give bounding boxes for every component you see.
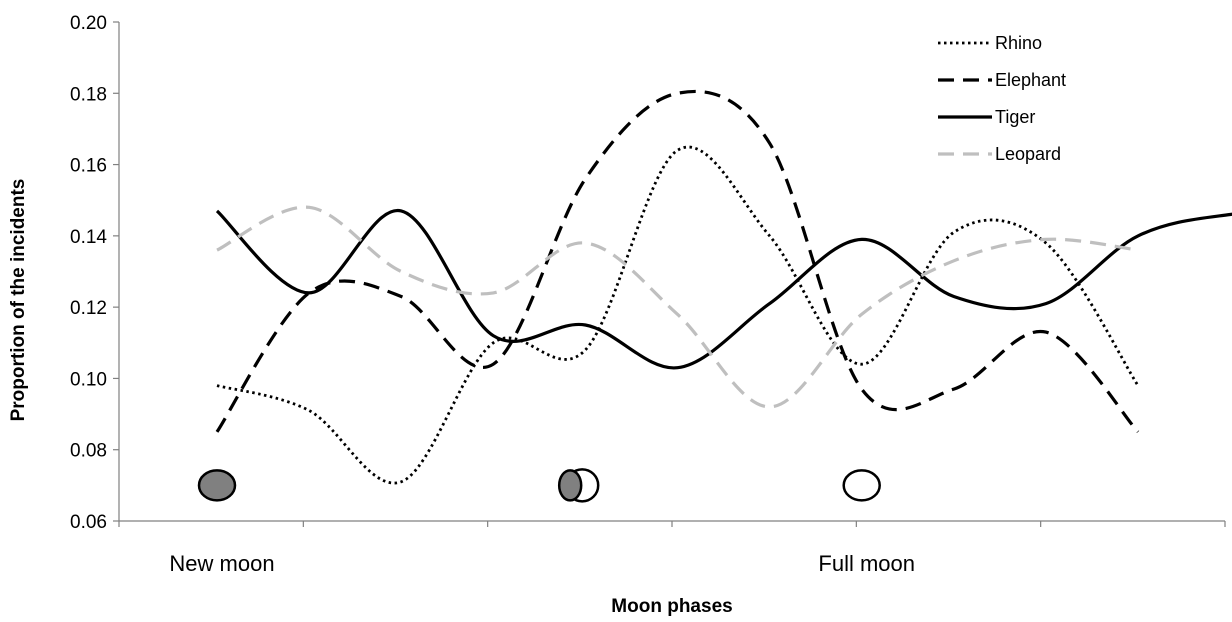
moon-first-quarter-icon (557, 468, 600, 503)
y-tick-label: 0.12 (70, 298, 107, 319)
series-line-leopard (216, 205, 1139, 409)
series-line-tiger (215, 209, 1232, 370)
legend-label-elephant: Elephant (995, 70, 1066, 90)
moon-new-icon (197, 469, 237, 502)
moon-disc (842, 469, 881, 502)
legend-label-rhino: Rhino (995, 33, 1042, 53)
moon-disc (197, 469, 237, 502)
series-lines (215, 89, 1232, 485)
y-tick-label: 0.06 (70, 512, 107, 533)
moon-shadow-part (557, 469, 583, 502)
y-tick-label: 0.20 (70, 13, 107, 34)
y-tick-label: 0.10 (70, 369, 107, 390)
moon-phase-markers (197, 468, 881, 503)
x-category-label: New moon (169, 551, 274, 576)
series-line-elephant (215, 89, 1140, 433)
x-axis-title: Moon phases (611, 596, 732, 617)
y-tick-label: 0.16 (70, 156, 107, 177)
series-line-rhino (216, 145, 1140, 485)
y-axis-title: Proportion of the incidents (8, 179, 29, 422)
axes: 0.06 0.08 0.10 0.12 0.14 0.16 0.18 0.20 New moon… (70, 13, 1226, 576)
y-tick-label: 0.14 (70, 227, 107, 248)
y-tick-label: 0.08 (70, 441, 107, 462)
moon-full-icon (842, 469, 881, 502)
x-category-label: Full moon (818, 551, 915, 576)
legend: Rhino Elephant Tiger Leopard (938, 33, 1066, 164)
y-tick-label: 0.18 (70, 84, 107, 105)
legend-label-tiger: Tiger (995, 107, 1035, 127)
legend-label-leopard: Leopard (995, 144, 1061, 164)
